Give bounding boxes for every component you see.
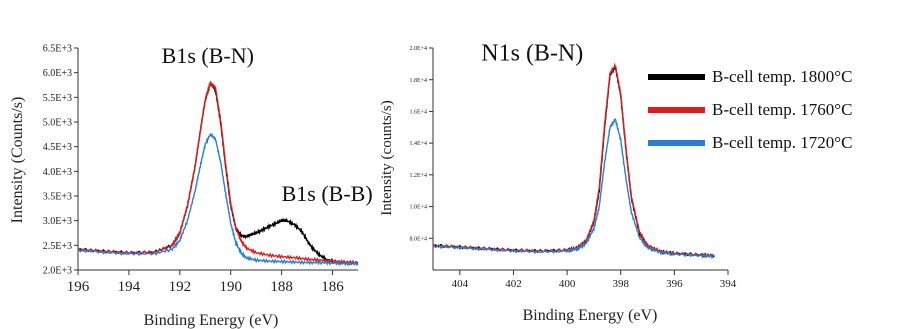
x-tick-label: 192 bbox=[169, 279, 192, 295]
y-tick-label: 4.0E+3 bbox=[43, 167, 72, 178]
series-line-2 bbox=[432, 117, 716, 260]
legend: B-cell temp. 1800°C B-cell temp. 1760°C … bbox=[648, 67, 852, 152]
y-tick-label: 1.6E+4 bbox=[409, 110, 427, 116]
y-tick-label: 2.0E+4 bbox=[409, 46, 427, 52]
x-tick-label: 188 bbox=[270, 279, 293, 295]
y-tick-label: 1.2E+4 bbox=[409, 173, 427, 179]
legend-label-1760: B-cell temp. 1760°C bbox=[712, 100, 852, 119]
y-tick-label: 2.0E+3 bbox=[43, 266, 72, 277]
y-tick-label: 2.5E+3 bbox=[43, 241, 72, 252]
annotation-b1s-bn: B1s (B-N) bbox=[162, 43, 254, 68]
x-tick-label: 394 bbox=[720, 278, 737, 290]
y-axis-label: Intensity (counts/s) bbox=[379, 100, 395, 215]
series-line-0 bbox=[432, 65, 716, 258]
x-tick-label: 190 bbox=[219, 279, 242, 295]
x-tick-label: 186 bbox=[321, 279, 344, 295]
x-tick-label: 400 bbox=[559, 278, 576, 290]
series-line-1 bbox=[432, 62, 715, 259]
y-tick-label: 6.5E+3 bbox=[43, 44, 72, 55]
x-tick-label: 396 bbox=[666, 278, 683, 290]
y-tick-label: 5.0E+3 bbox=[43, 118, 72, 129]
legend-label-1800: B-cell temp. 1800°C bbox=[712, 67, 852, 86]
chart-b1s: Intensity (Counts/s) Binding Energy (eV)… bbox=[9, 43, 373, 329]
series-line-1 bbox=[77, 81, 358, 266]
y-tick-label: 1.4E+4 bbox=[409, 141, 427, 147]
legend-label-1720: B-cell temp. 1720°C bbox=[712, 133, 852, 152]
y-tick-label: 8.0E+4 bbox=[409, 236, 427, 242]
y-tick-label: 6.0E+3 bbox=[43, 68, 72, 79]
x-axis-label: Binding Energy (eV) bbox=[144, 312, 279, 329]
y-tick-label: 3.0E+3 bbox=[43, 216, 72, 227]
x-tick-label: 404 bbox=[452, 278, 469, 290]
y-tick-label: 1.8E+4 bbox=[409, 78, 427, 84]
y-tick-label: 1.0E+4 bbox=[409, 205, 427, 211]
annotation-n1s-bn: N1s (B-N) bbox=[481, 41, 583, 67]
chart-n1s: Intensity (counts/s) Binding Energy (eV)… bbox=[379, 41, 737, 324]
x-tick-label: 196 bbox=[67, 279, 90, 295]
series-line-2 bbox=[77, 133, 359, 267]
y-tick-label: 3.5E+3 bbox=[43, 192, 72, 203]
x-axis-label: Binding Energy (eV) bbox=[523, 307, 658, 324]
x-tick-label: 194 bbox=[118, 279, 141, 295]
x-tick-label: 402 bbox=[505, 278, 522, 290]
y-tick-label: 4.5E+3 bbox=[43, 142, 72, 153]
y-tick-label: 5.5E+3 bbox=[43, 93, 72, 104]
series-line-0 bbox=[77, 82, 359, 266]
annotation-b1s-bb: B1s (B-B) bbox=[282, 181, 373, 206]
y-axis-label: Intensity (Counts/s) bbox=[9, 97, 26, 224]
x-tick-label: 398 bbox=[612, 278, 629, 290]
